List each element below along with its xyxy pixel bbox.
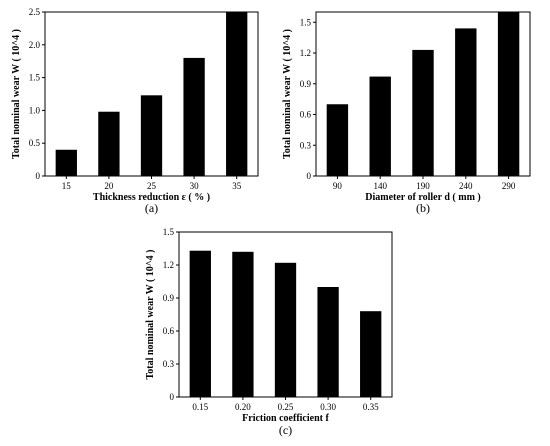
- y-tick-label: 2.0: [29, 40, 41, 50]
- y-tick-label: 1.2: [163, 260, 174, 270]
- x-tick-label: 290: [502, 181, 516, 191]
- bar: [412, 49, 434, 176]
- bar: [189, 250, 211, 397]
- chart-panel-2: 90 140 190 240 290 0 0.3 0.6 0.9 1.2 1.5 Diameter o…: [282, 11, 531, 215]
- y-tick-label: 0.6: [163, 326, 175, 336]
- bar: [232, 251, 254, 397]
- x-tick-label: 15: [62, 181, 72, 191]
- y-tick-label: 0.5: [29, 138, 41, 148]
- y-tick-label: 0: [170, 392, 175, 402]
- x-tick-label: 0.15: [192, 402, 208, 412]
- bar: [140, 95, 163, 176]
- y-tick-label: 2.5: [29, 7, 41, 17]
- panel-label: (c): [279, 423, 292, 437]
- y-tick-label: 0.9: [163, 293, 175, 303]
- x-axis-label: Diameter of roller d ( mm ): [365, 192, 481, 203]
- bar: [274, 262, 297, 397]
- y-tick-label: 1.5: [163, 227, 175, 237]
- bar: [497, 12, 520, 176]
- bar: [55, 149, 77, 176]
- x-axis-label: Friction coefficient f: [242, 413, 329, 424]
- bar: [326, 104, 349, 176]
- bar: [317, 287, 339, 397]
- y-tick-label: 0.9: [300, 79, 312, 89]
- y-tick-label: 0.3: [163, 359, 175, 369]
- x-tick-label: 20: [104, 181, 114, 191]
- y-tick-label: 0.6: [300, 110, 312, 120]
- y-tick-label: 1.5: [300, 17, 312, 27]
- x-tick-label: 0.25: [278, 402, 294, 412]
- y-axis-label: Total nominal wear W ( 10^4 ): [11, 29, 22, 159]
- y-axis-label: Total nominal wear W ( 10^4 ): [145, 250, 156, 380]
- x-axis-label: Thickness reduction ε ( % ): [93, 192, 210, 203]
- x-tick-label: 0.20: [235, 402, 251, 412]
- bar: [226, 12, 248, 176]
- y-tick-label: 1.5: [29, 73, 41, 83]
- x-tick-label: 240: [459, 181, 473, 191]
- x-tick-label: 0.30: [320, 402, 336, 412]
- bar: [455, 28, 477, 177]
- y-tick-label: 0.3: [300, 140, 312, 150]
- bar: [369, 76, 391, 176]
- bar: [360, 311, 382, 397]
- x-tick-label: 35: [232, 181, 242, 191]
- y-tick-label: 1.0: [29, 105, 41, 115]
- y-tick-label: 0: [307, 171, 312, 181]
- x-tick-label: 90: [333, 181, 343, 191]
- bar: [183, 57, 205, 176]
- y-axis-label: Total nominal wear W ( 10^4 ): [282, 29, 293, 159]
- x-tick-label: 25: [147, 181, 157, 191]
- y-tick-label: 1.2: [300, 48, 311, 58]
- chart-panel-1: 15 20 25 30 35 0 0.5 1.0 1.5 2.0 2.5 Thickness redu…: [11, 7, 259, 215]
- x-tick-label: 190: [416, 181, 430, 191]
- x-tick-label: 0.35: [363, 402, 379, 412]
- bar: [98, 111, 120, 176]
- x-tick-label: 30: [190, 181, 200, 191]
- y-tick-label: 0: [36, 171, 41, 181]
- x-tick-label: 140: [373, 181, 387, 191]
- panel-label: (a): [145, 201, 158, 215]
- chart-panel-3: 0.15 0.20 0.25 0.30 0.35 0 0.3 0.6 0.9 1.2 1.5 Fric…: [145, 227, 393, 437]
- panel-label: (b): [416, 201, 430, 215]
